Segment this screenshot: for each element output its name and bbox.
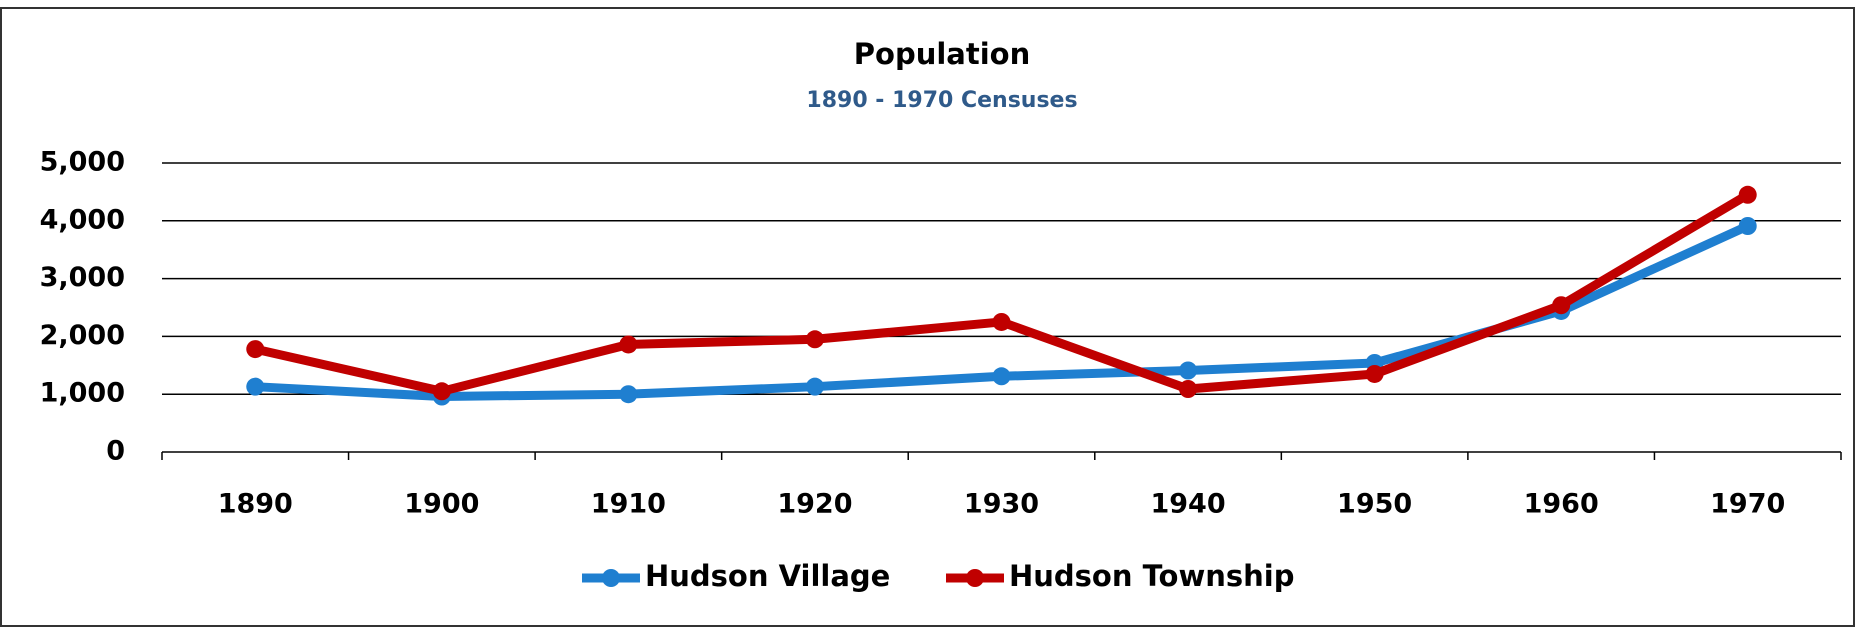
x-tick-label: 1950: [1337, 489, 1412, 520]
x-tick-label: 1970: [1710, 489, 1785, 520]
x-tick-label: 1940: [1150, 489, 1225, 520]
point: [992, 367, 1011, 386]
legend-marker: [602, 569, 620, 587]
x-tick-label: 1920: [777, 489, 852, 520]
point: [246, 377, 265, 396]
point: [1738, 185, 1757, 204]
legend-label: Hudson Township: [1009, 559, 1295, 593]
x-tick-label: 1960: [1524, 489, 1599, 520]
x-tick-label: 1900: [404, 489, 479, 520]
x-tick-label: 1890: [218, 489, 293, 520]
point: [1179, 379, 1198, 398]
point: [805, 377, 824, 396]
point: [619, 385, 638, 404]
point: [992, 312, 1011, 331]
point: [1738, 217, 1757, 236]
x-tick-label: 1910: [591, 489, 666, 520]
point: [619, 335, 638, 354]
y-tick-label: 1,000: [40, 378, 125, 409]
y-tick-label: 2,000: [40, 320, 125, 351]
y-tick-label: 0: [106, 436, 125, 467]
legend-label: Hudson Village: [645, 559, 890, 593]
chart-subtitle: 1890 - 1970 Censuses: [806, 88, 1077, 113]
point: [1365, 364, 1384, 383]
x-tick-label: 1930: [964, 489, 1039, 520]
y-tick-label: 5,000: [40, 147, 125, 178]
y-tick-label: 4,000: [40, 204, 125, 235]
chart-title: Population: [854, 37, 1030, 71]
point: [1179, 361, 1198, 380]
point: [805, 330, 824, 349]
point: [1552, 296, 1571, 315]
point: [432, 382, 451, 401]
legend-marker: [966, 569, 984, 587]
point: [246, 340, 265, 359]
y-tick-label: 3,000: [40, 262, 125, 293]
